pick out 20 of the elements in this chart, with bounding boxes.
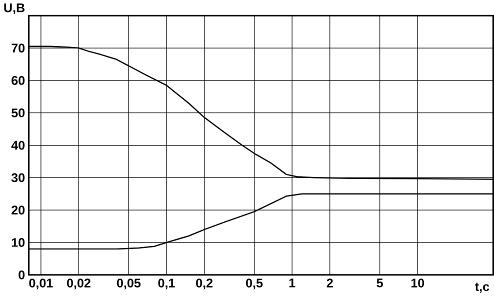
x-tick-label: 0,5 xyxy=(246,278,263,290)
x-tick-label: 0,05 xyxy=(116,278,141,290)
x-tick-label: 0,2 xyxy=(196,278,213,290)
x-tick-label: 1 xyxy=(289,278,296,288)
y-tick-label: 50 xyxy=(12,108,25,118)
y-tick-label: 10 xyxy=(12,238,25,247)
x-tick-label: 0,1 xyxy=(158,278,175,290)
y-axis-title: U,B xyxy=(4,3,25,14)
y-tick-label: 60 xyxy=(12,76,25,85)
x-tick-label: 0,02 xyxy=(67,278,90,290)
x-tick-label: 5 xyxy=(376,278,383,288)
y-tick-label: 70 xyxy=(12,43,25,52)
y-tick-label: 30 xyxy=(11,173,25,182)
y-tick-label: 0 xyxy=(18,270,25,280)
x-tick-label: 0,01 xyxy=(29,278,53,290)
x-axis-title: t,c xyxy=(475,282,490,293)
y-tick-label: 20 xyxy=(12,205,25,214)
x-tick-label: 10 xyxy=(411,278,424,288)
x-tick-label: 2 xyxy=(326,278,333,288)
y-tick-label: 40 xyxy=(11,140,25,150)
